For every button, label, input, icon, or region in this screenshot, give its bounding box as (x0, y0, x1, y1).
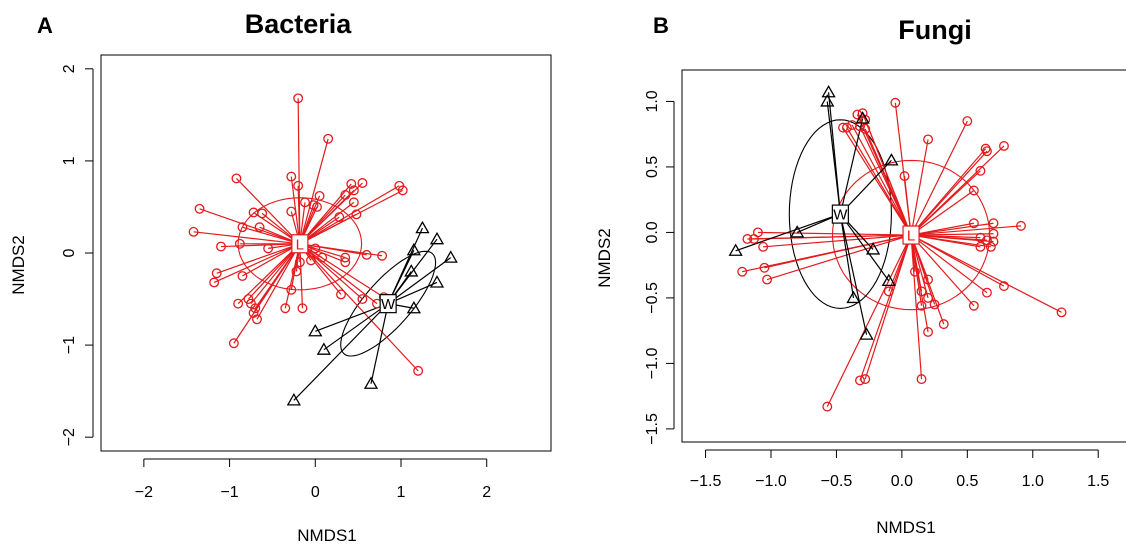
panel-a-y-axis-label: NMDS2 (9, 235, 28, 295)
panel-b-spider-line-l (911, 121, 967, 235)
panel-a-x-tick-label: −1 (220, 484, 238, 501)
panel-a-x-tick-label: 2 (482, 484, 491, 501)
panel-b-spider-line-l (843, 128, 911, 235)
panel-a-point-l (324, 135, 333, 144)
panel-b-point-w (730, 245, 742, 256)
panel-b-y-tick-label: −0.5 (644, 282, 661, 314)
panel-b-point-l (1057, 308, 1066, 317)
panel-b-spider-line-l (767, 235, 911, 280)
panel-a-spider-line-l (300, 244, 303, 308)
panel-a-point-l (212, 269, 221, 278)
panel-b-x-axis-label: NMDS1 (876, 518, 936, 537)
panel-a-point-l (281, 304, 290, 313)
panel-a-centroid-label-l: L (296, 236, 304, 253)
panel-a-point-l (210, 278, 219, 287)
panel-a-y-tick-label: 0 (61, 248, 78, 257)
panel-b-y-tick-label: 0.5 (644, 156, 661, 178)
panel-b-point-l (856, 376, 865, 385)
panel-a-point-l (234, 299, 243, 308)
panel-b-x-tick-label: −0.5 (821, 473, 853, 490)
panel-a-point-l (414, 367, 423, 376)
panel-a-axes: −2 −1 0 1 2 −2 −1 0 1 2 (61, 64, 491, 501)
panel-a-spider-line-w (324, 304, 388, 350)
panel-a-x-axis-label: NMDS1 (297, 526, 357, 545)
panel-a-point-w (431, 276, 443, 287)
panel-b-letter: B (653, 13, 669, 38)
panel-b-plot-area: LW (730, 86, 1066, 411)
panel-a-point-w (431, 233, 443, 244)
panel-b-y-tick-label: −1.5 (644, 413, 661, 445)
panel-a-point-w (416, 222, 428, 233)
panel-a-point-w (318, 344, 330, 355)
panel-b-y-tick-label: 1.0 (644, 90, 661, 112)
panel-a-point-l (358, 179, 367, 188)
panel-a-x-tick-label: 1 (397, 484, 406, 501)
panel-a: A Bacteria NMDS1 NMDS2 −2 −1 0 1 2−2−1012 LW (9, 9, 551, 545)
panel-b-spider-line-l (865, 235, 911, 379)
panel-a-spider-line-w (294, 304, 388, 401)
panel-b-title: Fungi (898, 15, 971, 45)
panel-b-x-tick-label: 1.0 (1022, 473, 1044, 490)
panel-b-x-tick-label: 0.5 (956, 473, 978, 490)
panel-a-point-w (309, 325, 321, 336)
panel-b-point-l (924, 294, 933, 303)
panel-b-x-tick-label: 0.0 (891, 473, 913, 490)
panel-a-spider-line-l (236, 178, 299, 243)
panel-a-y-tick-label: 1 (61, 156, 78, 165)
panel-b-spider-line-l (911, 191, 974, 236)
panel-b-centroid-label-l: L (907, 228, 915, 245)
panel-b-point-l (983, 288, 992, 297)
panel-a-y-tick-label: 2 (61, 64, 78, 73)
panel-a-x-tick-label: 0 (311, 484, 320, 501)
panel-b-spider-line-w (827, 101, 840, 214)
panel-a-centroid-label-w: W (381, 296, 396, 313)
panel-a-spider-line-w (371, 304, 388, 384)
panel-b-x-tick-label: −1.5 (690, 473, 722, 490)
panel-a-y-tick-label: −2 (61, 428, 78, 446)
panel-b-spider-line-w (840, 118, 862, 214)
panel-a-y-tick-label: −1 (61, 336, 78, 354)
panel-a-spider-line-l (300, 244, 418, 371)
panel-a-x-tick-label: −2 (135, 484, 153, 501)
panel-a-title: Bacteria (245, 9, 353, 39)
panel-b: B Fungi NMDS1 NMDS2 −1.5 −1.0 −0.5 0.0 0.5 1.… (595, 13, 1126, 537)
panel-a-point-l (315, 192, 324, 201)
panel-a-plot-area: LW (189, 94, 456, 405)
panel-a-point-l (350, 198, 359, 207)
panel-a-spider-line-w (388, 258, 451, 304)
panel-a-plot-frame (101, 55, 551, 451)
panel-b-x-tick-label: −1.0 (755, 473, 787, 490)
panel-b-x-tick-label: 1.5 (1087, 473, 1109, 490)
panel-a-letter: A (37, 13, 53, 38)
panel-b-y-axis-label: NMDS2 (595, 228, 614, 288)
panel-b-centroid-label-w: W (833, 207, 848, 224)
panel-b-y-tick-label: 0.0 (644, 221, 661, 243)
panel-a-point-l (337, 290, 346, 299)
panel-b-y-tick-label: −1.0 (644, 348, 661, 380)
panel-b-point-l (963, 117, 972, 126)
